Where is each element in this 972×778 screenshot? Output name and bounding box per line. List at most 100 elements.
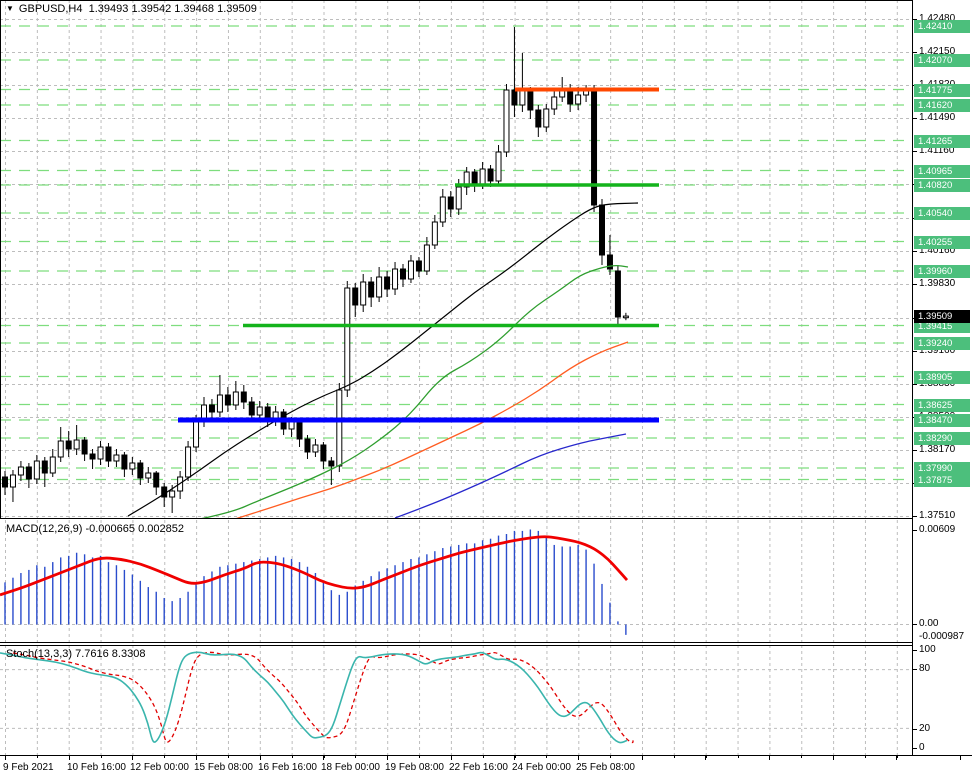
macd-panel-canvas[interactable]	[0, 520, 912, 642]
bearish-candle-body	[304, 438, 311, 453]
time-tick-label: 25 Feb 08:00	[576, 762, 635, 773]
price-axis[interactable]: 1.424801.421501.418201.414901.411601.408…	[912, 0, 972, 755]
bearish-candle-body	[591, 90, 598, 206]
panel-separator[interactable]	[0, 642, 972, 643]
price-tick-mark	[913, 530, 917, 531]
bullish-candle-body	[423, 244, 430, 272]
bearish-candle-body	[320, 444, 327, 462]
time-tick-mark	[737, 756, 739, 758]
panel-separator[interactable]	[0, 518, 972, 519]
bullish-candle-body	[312, 444, 319, 453]
bullish-candle-body	[479, 168, 486, 186]
ohlc-values-label: 1.39493 1.39542 1.39468 1.39509	[88, 3, 257, 15]
time-tick-mark	[260, 756, 261, 760]
time-tick-mark	[641, 756, 643, 760]
time-tick-mark	[832, 756, 834, 760]
time-tick-mark	[387, 756, 388, 760]
price-level-badge: 1.38625	[914, 398, 970, 412]
stoch-signal-line	[12, 651, 634, 744]
price-level-badge: 1.40965	[914, 164, 970, 178]
bearish-candle-body	[25, 466, 32, 480]
bearish-candle-body	[471, 171, 478, 186]
time-tick-mark	[291, 756, 293, 758]
bullish-candle-body	[145, 472, 152, 479]
time-axis[interactable]: 9 Feb 2021 10 Feb 16:00 12 Feb 00:00 15 Feb…	[0, 755, 972, 778]
bullish-candle-body	[431, 221, 438, 246]
price-level-badge: 1.41775	[914, 83, 970, 97]
time-tick-mark	[323, 756, 325, 758]
time-tick-mark	[451, 756, 452, 760]
stoch-panel-canvas[interactable]	[0, 645, 912, 755]
panel-separator[interactable]	[0, 645, 972, 646]
time-tick-label: 12 Feb 00:00	[130, 762, 189, 773]
price-tick-label: 1.41490	[919, 112, 956, 123]
bullish-candle-body	[49, 456, 56, 474]
bullish-candle-body	[543, 108, 550, 128]
bullish-candle-body	[622, 315, 629, 319]
bearish-candle-body	[368, 281, 375, 298]
bearish-candle-body	[296, 421, 303, 440]
bullish-candle-body	[344, 287, 351, 391]
bearish-candle-body	[240, 391, 247, 403]
price-level-badge: 1.38905	[914, 370, 970, 384]
price-level-badge: 1.40820	[914, 178, 970, 192]
bullish-candle-body	[232, 391, 239, 406]
bullish-candle-body	[392, 268, 399, 290]
bearish-candle-body	[224, 394, 231, 406]
price-tick-label: 1.42480	[919, 13, 956, 24]
price-level-badge: 1.38290	[914, 431, 970, 445]
price-tick-mark	[913, 251, 917, 252]
bullish-candle-body	[33, 460, 40, 480]
bearish-candle-body	[328, 460, 335, 467]
price-tick-label: 1.42150	[919, 46, 956, 57]
time-tick-mark	[960, 756, 961, 760]
bearish-candle-body	[121, 454, 128, 470]
bearish-candle-body	[352, 287, 359, 306]
stoch-tick-label: 100	[919, 644, 936, 655]
main-chart-canvas[interactable]	[0, 0, 912, 518]
price-tick-mark	[913, 450, 917, 451]
bullish-candle-body	[583, 90, 590, 96]
time-tick-label: 16 Feb 16:00	[258, 762, 317, 773]
price-tick-mark	[913, 516, 917, 517]
time-tick-mark	[36, 756, 38, 758]
bullish-candle-body	[463, 171, 470, 188]
macd-max-label: 0.00609	[919, 524, 956, 535]
time-tick-mark	[164, 756, 166, 758]
bearish-candle-body	[511, 89, 518, 106]
price-tick-mark	[913, 351, 917, 352]
time-tick-mark	[355, 756, 357, 758]
time-tick-mark	[227, 756, 229, 758]
time-tick-mark	[100, 756, 102, 758]
bearish-candle-body	[105, 446, 112, 462]
time-tick-mark	[323, 756, 324, 760]
time-tick-mark	[196, 756, 197, 760]
time-tick-mark	[801, 756, 803, 758]
time-tick-mark	[896, 756, 898, 760]
price-level-badge: 1.40540	[914, 206, 970, 220]
price-level-badge: 1.37875	[914, 473, 970, 487]
bullish-candle-body	[129, 462, 136, 470]
bullish-candle-body	[97, 446, 104, 460]
time-tick-label: 18 Feb 00:00	[321, 762, 380, 773]
price-level-badge: 1.41265	[914, 134, 970, 148]
bearish-candle-body	[527, 90, 534, 111]
bullish-candle-body	[73, 439, 80, 450]
price-tick-mark	[913, 52, 917, 53]
bearish-candle-body	[2, 476, 8, 488]
price-tick-mark	[913, 650, 917, 651]
bullish-candle-body	[57, 440, 64, 458]
price-level-badge: 1.40255	[914, 235, 970, 249]
bearish-candle-body	[487, 168, 494, 182]
chevron-down-icon: ▼	[6, 4, 14, 13]
bullish-candle-body	[185, 446, 192, 478]
bullish-candle-body	[216, 394, 223, 413]
price-tick-mark	[913, 624, 917, 625]
price-level-badge: 1.39240	[914, 336, 970, 350]
time-tick-label: 24 Feb 00:00	[512, 762, 571, 773]
bearish-candle-body	[384, 276, 391, 290]
price-level-badge: 1.38470	[914, 413, 970, 427]
price-tick-mark	[913, 151, 917, 152]
price-level-badge: 1.39415	[914, 319, 970, 333]
